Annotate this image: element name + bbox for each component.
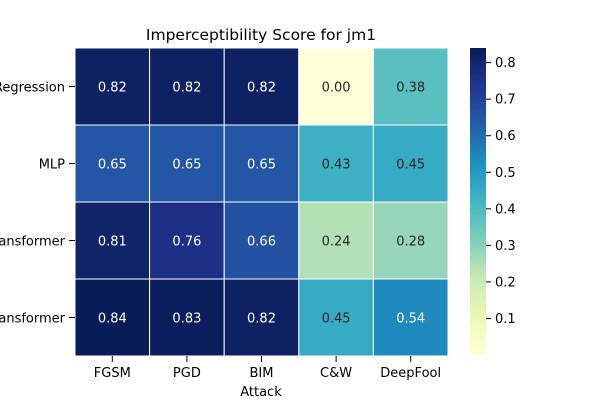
heatmap-cell (74, 124, 151, 203)
cell-value-label: 0.81 (98, 235, 127, 250)
colorbar-tick-label: 0.4 (495, 202, 516, 217)
cell-value-label: 0.45 (396, 158, 425, 173)
heatmap-cell (298, 278, 374, 357)
colorbar (470, 48, 486, 355)
column-label: BIM (250, 366, 274, 381)
colorbar-tick-label: 0.7 (495, 93, 516, 108)
colorbar-tick-label: 0.8 (495, 56, 516, 71)
cell-value-label: 0.66 (247, 235, 276, 250)
colorbar-tick-label: 0.2 (495, 275, 516, 290)
cell-value-label: 0.38 (396, 81, 425, 96)
colorbar-tick-label: 0.5 (495, 166, 516, 181)
cell-value-label: 0.82 (247, 81, 276, 96)
heatmap-cell (372, 201, 449, 280)
heatmap-cell (223, 47, 300, 126)
heatmap-cell (223, 124, 300, 203)
column-labels: FGSM PGD BIM C&W DeepFool (94, 356, 441, 381)
cell-value-label: 0.54 (396, 312, 425, 327)
cell-value-label: 0.65 (172, 158, 201, 173)
heatmap-cell (298, 47, 374, 126)
row-label: Transformer (0, 312, 66, 327)
cell-value-label: 0.00 (322, 81, 351, 96)
heatmap-cell (149, 201, 225, 280)
row-labels: Regression MLP Transformer Transformer (0, 81, 75, 327)
x-axis-label: Attack (240, 385, 282, 400)
column-label: PGD (173, 366, 201, 381)
heatmap-cell (74, 47, 151, 126)
heatmap-cell (149, 278, 225, 357)
cell-value-label: 0.82 (247, 312, 276, 327)
heatmap-cell (298, 201, 374, 280)
cell-value-label: 0.82 (172, 81, 201, 96)
row-label: Transformer (0, 235, 66, 250)
chart-title: Imperceptibility Score for jm1 (146, 26, 376, 44)
column-label: FGSM (94, 366, 131, 381)
colorbar-tick-label: 0.1 (495, 312, 516, 327)
cell-value-label: 0.43 (322, 158, 351, 173)
column-label: C&W (320, 366, 352, 381)
colorbar-ticks: 0.1 0.2 0.3 0.4 0.5 0.6 0.7 0.8 (486, 56, 516, 327)
colorbar-tick-label: 0.6 (495, 129, 516, 144)
row-label: MLP (39, 158, 65, 173)
column-label: DeepFool (380, 366, 441, 381)
row-label: Regression (0, 81, 65, 96)
cell-value-label: 0.28 (396, 235, 425, 250)
heatmap-cells: 0.82 0.82 0.82 0.00 0.38 0.65 0.65 0.65 0.43 0.45… (74, 47, 449, 357)
heatmap-cell (223, 278, 300, 357)
cell-value-label: 0.45 (322, 312, 351, 327)
cell-value-label: 0.65 (247, 158, 276, 173)
heatmap-cell (372, 47, 449, 126)
cell-value-label: 0.76 (172, 235, 201, 250)
heatmap-cell (372, 124, 449, 203)
cell-value-label: 0.82 (98, 81, 127, 96)
heatmap-cell (372, 278, 449, 357)
cell-value-label: 0.65 (98, 158, 127, 173)
heatmap-cell (149, 47, 225, 126)
cell-value-label: 0.83 (172, 312, 201, 327)
heatmap-cell (223, 201, 300, 280)
cell-value-label: 0.24 (322, 235, 351, 250)
colorbar-tick-label: 0.3 (495, 239, 516, 254)
cell-value-label: 0.84 (98, 312, 127, 327)
